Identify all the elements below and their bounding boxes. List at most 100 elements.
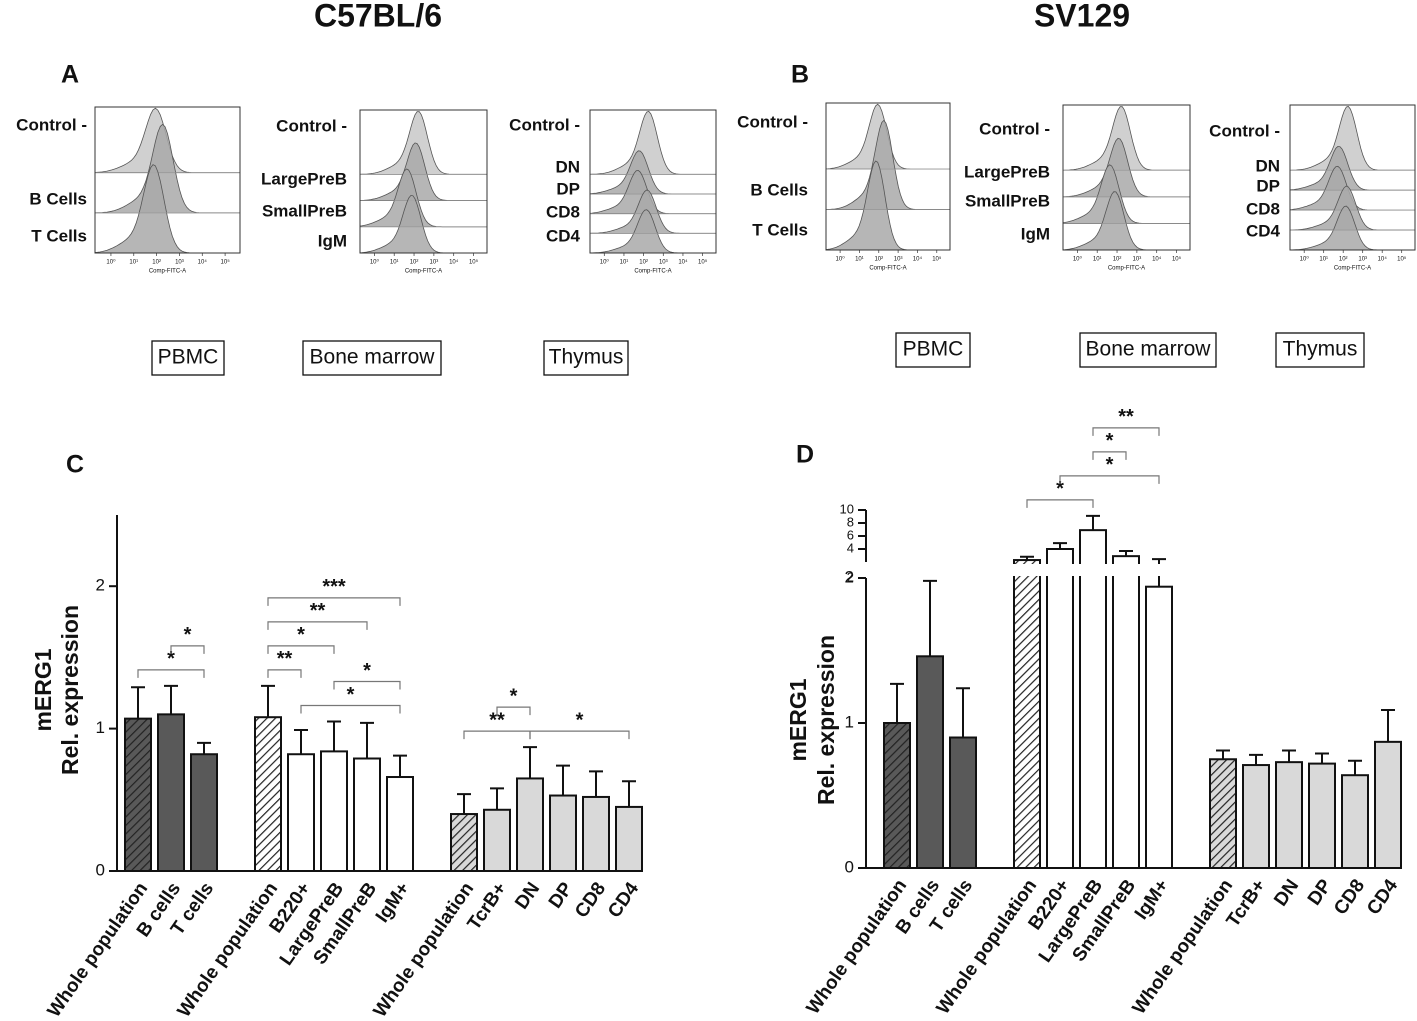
row-label: DP [556, 179, 580, 198]
significance-bracket [267, 669, 302, 678]
flow-tick-label: 10⁴ [198, 259, 208, 266]
significance-bracket [267, 645, 335, 654]
bar [883, 722, 911, 869]
tissue-label: PBMC [903, 338, 964, 361]
error-bar [956, 687, 970, 738]
error-bar [1020, 555, 1034, 561]
tissue-box [1275, 332, 1365, 368]
error-bar [589, 770, 603, 797]
flow-axis-label: Comp-FITC-A [1108, 266, 1145, 272]
flow-tick-label: 10⁴ [1152, 256, 1162, 263]
error-bar [1381, 708, 1395, 742]
flow-tick-label: 10⁴ [678, 259, 688, 266]
tissue-label: Bone marrow [310, 346, 436, 369]
flow-tick-label: 10² [639, 260, 648, 266]
significance-bracket [300, 704, 401, 714]
bar [1079, 529, 1107, 870]
bar [516, 777, 544, 872]
flow-tick-label: 10¹ [620, 260, 629, 266]
bar [320, 750, 348, 872]
flow-tick-label: 10² [874, 257, 883, 263]
flow-tick-label: 10⁰ [1073, 256, 1083, 263]
category-label: DN [1270, 876, 1303, 911]
bar [287, 753, 315, 872]
error-bar [131, 686, 145, 719]
bar [450, 813, 478, 872]
bar [1374, 740, 1402, 869]
significance-label: * [167, 648, 175, 670]
error-bar [261, 684, 275, 718]
bar [1308, 762, 1336, 869]
flow-axis-label: Comp-FITC-A [634, 269, 671, 275]
significance-bracket [496, 706, 531, 716]
error-bar [622, 780, 636, 807]
tissue-label: Bone marrow [1086, 338, 1212, 361]
flow-tick-label: 10⁰ [1300, 256, 1310, 263]
bar [386, 776, 414, 872]
row-label: IgM [1021, 224, 1050, 243]
bar [1275, 761, 1303, 870]
flow-frame [589, 109, 717, 254]
row-label: SmallPreB [262, 201, 347, 220]
significance-label: * [576, 709, 584, 731]
significance-label: * [1106, 454, 1114, 476]
error-bar [1315, 752, 1329, 764]
y-tick-label: 1 [96, 718, 105, 737]
bar [549, 794, 577, 873]
histogram-peak [589, 110, 717, 175]
tissue-label: Thymus [549, 346, 624, 369]
error-bar [457, 793, 471, 815]
error-bar [1216, 749, 1230, 760]
row-label: B Cells [750, 180, 808, 199]
significance-label: ** [1118, 406, 1134, 428]
category-label: CD8 [1330, 876, 1369, 919]
y-tick-label: 6 [847, 527, 854, 542]
flow-tick-label: 10³ [175, 260, 184, 266]
y-tick-label: 2 [847, 569, 854, 584]
error-bar [327, 720, 341, 752]
flow-tick-label: 10⁴ [449, 259, 459, 266]
significance-bracket [1092, 427, 1160, 436]
error-bar [1249, 753, 1263, 766]
error-bar [1119, 549, 1133, 557]
error-bar [294, 729, 308, 755]
bar [157, 713, 185, 872]
panel-label: B [791, 61, 809, 89]
significance-label: * [1056, 478, 1064, 500]
flow-tick-label: 10⁴ [913, 256, 923, 263]
flow-tick-label: 10¹ [129, 260, 138, 266]
significance-bracket [529, 730, 630, 740]
significance-bracket [1059, 475, 1160, 484]
error-bar [164, 684, 178, 715]
category-label: CD4 [1363, 875, 1402, 919]
flow-frame [1062, 104, 1191, 251]
significance-bracket [267, 597, 401, 606]
row-label: CD4 [1246, 221, 1281, 240]
row-label: Control - [979, 119, 1050, 138]
row-label: DN [1255, 156, 1280, 175]
flow-tick-label: 10⁰ [836, 256, 846, 263]
row-label: SmallPreB [965, 191, 1050, 210]
panel-label: C [66, 451, 84, 479]
row-label: Control - [276, 116, 347, 135]
y-axis-label: Rel. expression [813, 635, 839, 805]
row-label: T Cells [31, 226, 87, 245]
significance-bracket [1026, 499, 1094, 508]
row-label: LargePreB [964, 162, 1050, 181]
row-label: T Cells [752, 220, 808, 239]
y-tick-label: 2 [845, 567, 854, 586]
tissue-label: PBMC [158, 346, 219, 369]
flow-tick-label: 10³ [430, 260, 439, 266]
strain-title: SV129 [1034, 0, 1130, 33]
bar [1112, 555, 1140, 870]
y-axis-label: mERG1 [30, 648, 56, 731]
significance-label: * [297, 624, 305, 646]
flow-frame [1289, 104, 1416, 251]
bar [1209, 758, 1237, 869]
tissue-box [151, 340, 225, 376]
flow-tick-label: 10² [1339, 257, 1348, 263]
tissue-box [543, 340, 629, 376]
tissue-label: Thymus [1283, 338, 1358, 361]
flow-tick-label: 10¹ [855, 257, 864, 263]
flow-tick-label: 10⁵ [469, 259, 479, 266]
